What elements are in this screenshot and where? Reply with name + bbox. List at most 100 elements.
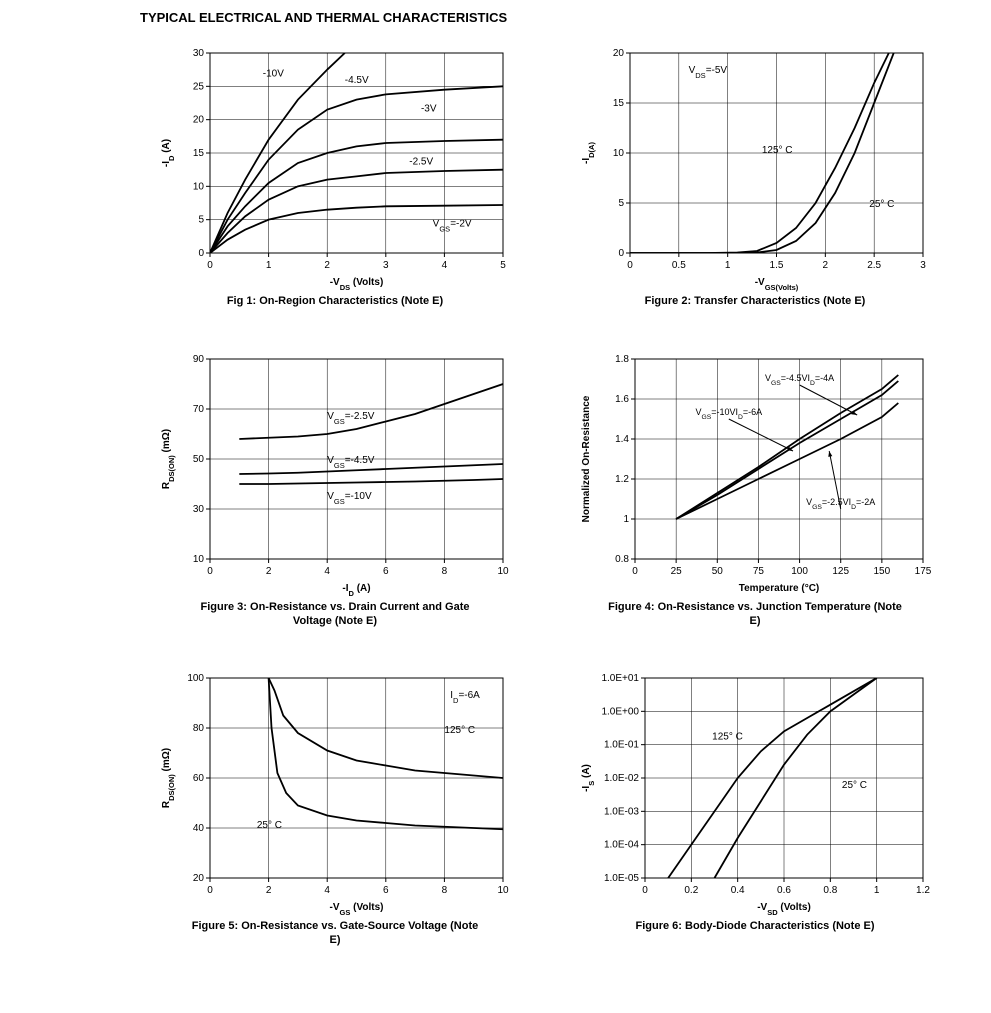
chart-cell-1: 012345051015202530-10V-4.5V-3V-2.5VVGS=-… bbox=[135, 43, 535, 309]
svg-text:0.2: 0.2 bbox=[684, 885, 698, 896]
svg-text:5: 5 bbox=[198, 215, 204, 226]
svg-text:8: 8 bbox=[442, 885, 448, 896]
svg-text:125: 125 bbox=[832, 566, 849, 577]
chart-cell-4: 02550751001251501750.811.21.41.61.8VGS=-… bbox=[555, 349, 955, 629]
svg-text:-2.5V: -2.5V bbox=[409, 156, 433, 167]
svg-text:VDS=-5V: VDS=-5V bbox=[689, 65, 728, 80]
svg-text:0.8: 0.8 bbox=[823, 885, 837, 896]
figure-5: 024681020406080100ID=-6A125° C25° C-VGS … bbox=[155, 668, 515, 918]
svg-text:10: 10 bbox=[613, 148, 625, 159]
svg-text:50: 50 bbox=[193, 454, 205, 465]
svg-text:1.2: 1.2 bbox=[916, 885, 930, 896]
svg-text:VGS=-2.5V: VGS=-2.5V bbox=[327, 411, 375, 426]
svg-text:30: 30 bbox=[193, 504, 205, 515]
svg-text:10: 10 bbox=[193, 554, 205, 565]
svg-text:0: 0 bbox=[642, 885, 648, 896]
svg-text:1.5: 1.5 bbox=[770, 260, 784, 271]
svg-text:0: 0 bbox=[207, 885, 213, 896]
svg-text:0: 0 bbox=[207, 260, 213, 271]
charts-grid: 012345051015202530-10V-4.5V-3V-2.5VVGS=-… bbox=[135, 43, 955, 948]
svg-text:RDS(ON) (mΩ): RDS(ON) (mΩ) bbox=[161, 748, 176, 808]
chart-cell-2: 00.511.522.5305101520VDS=-5V125° C25° C-… bbox=[555, 43, 955, 309]
chart-cell-6: 00.20.40.60.811.21.0E-051.0E-041.0E-031.… bbox=[555, 668, 955, 948]
svg-text:150: 150 bbox=[874, 566, 891, 577]
chart-cell-3: 02468101030507090VGS=-2.5VVGS=-4.5VVGS=-… bbox=[135, 349, 535, 629]
figure-2: 00.511.522.5305101520VDS=-5V125° C25° C-… bbox=[575, 43, 935, 293]
svg-text:25: 25 bbox=[671, 566, 683, 577]
svg-text:1: 1 bbox=[874, 885, 880, 896]
svg-text:8: 8 bbox=[442, 566, 448, 577]
svg-text:40: 40 bbox=[193, 823, 205, 834]
svg-text:1.0E-01: 1.0E-01 bbox=[604, 740, 639, 751]
svg-text:0.8: 0.8 bbox=[615, 554, 629, 565]
svg-text:15: 15 bbox=[193, 148, 205, 159]
svg-text:5: 5 bbox=[618, 198, 624, 209]
svg-text:20: 20 bbox=[613, 48, 625, 59]
svg-text:75: 75 bbox=[753, 566, 765, 577]
svg-text:-ID (A): -ID (A) bbox=[342, 583, 370, 598]
svg-text:5: 5 bbox=[500, 260, 506, 271]
svg-text:100: 100 bbox=[187, 673, 204, 684]
svg-text:1.4: 1.4 bbox=[615, 434, 629, 445]
svg-text:1.0E-04: 1.0E-04 bbox=[604, 840, 639, 851]
svg-text:-3V: -3V bbox=[421, 104, 437, 115]
svg-text:4: 4 bbox=[324, 885, 330, 896]
svg-text:-IS (A): -IS (A) bbox=[581, 764, 596, 792]
svg-text:25° C: 25° C bbox=[842, 780, 867, 791]
svg-text:10: 10 bbox=[497, 885, 509, 896]
svg-text:25° C: 25° C bbox=[869, 199, 894, 210]
svg-text:-10V: -10V bbox=[263, 68, 284, 79]
svg-text:4: 4 bbox=[442, 260, 448, 271]
caption-5: Figure 5: On-Resistance vs. Gate-Source … bbox=[185, 920, 485, 948]
figure-6: 00.20.40.60.811.21.0E-051.0E-041.0E-031.… bbox=[575, 668, 935, 918]
svg-text:50: 50 bbox=[712, 566, 724, 577]
svg-text:25: 25 bbox=[193, 81, 205, 92]
figure-4: 02550751001251501750.811.21.41.61.8VGS=-… bbox=[575, 349, 935, 599]
svg-text:10: 10 bbox=[193, 181, 205, 192]
svg-text:Normalized On-Resistance: Normalized On-Resistance bbox=[581, 395, 592, 522]
caption-3: Figure 3: On-Resistance vs. Drain Curren… bbox=[185, 601, 485, 629]
svg-text:2: 2 bbox=[324, 260, 330, 271]
svg-text:175: 175 bbox=[915, 566, 932, 577]
svg-text:125° C: 125° C bbox=[712, 732, 743, 743]
svg-text:Temperature (°C): Temperature (°C) bbox=[739, 583, 820, 594]
svg-text:1.0E+01: 1.0E+01 bbox=[601, 673, 639, 684]
svg-text:15: 15 bbox=[613, 98, 625, 109]
svg-text:RDS(ON) (mΩ): RDS(ON) (mΩ) bbox=[161, 429, 176, 489]
figure-3: 02468101030507090VGS=-2.5VVGS=-4.5VVGS=-… bbox=[155, 349, 515, 599]
svg-text:-ID (A): -ID (A) bbox=[161, 139, 176, 167]
svg-text:0: 0 bbox=[632, 566, 638, 577]
svg-text:70: 70 bbox=[193, 404, 205, 415]
figure-1: 012345051015202530-10V-4.5V-3V-2.5VVGS=-… bbox=[155, 43, 515, 293]
svg-text:60: 60 bbox=[193, 773, 205, 784]
svg-text:VGS=-4.5V: VGS=-4.5V bbox=[327, 455, 375, 470]
svg-text:0: 0 bbox=[207, 566, 213, 577]
svg-text:0.5: 0.5 bbox=[672, 260, 686, 271]
svg-text:125° C: 125° C bbox=[762, 145, 793, 156]
svg-text:VGS=-2V: VGS=-2V bbox=[433, 218, 472, 233]
svg-text:1.0E-05: 1.0E-05 bbox=[604, 873, 639, 884]
svg-text:-VGS (Volts): -VGS (Volts) bbox=[330, 902, 384, 917]
svg-text:0: 0 bbox=[198, 248, 204, 259]
svg-text:-4.5V: -4.5V bbox=[345, 75, 369, 86]
svg-text:2: 2 bbox=[266, 566, 272, 577]
svg-text:6: 6 bbox=[383, 566, 389, 577]
svg-text:80: 80 bbox=[193, 723, 205, 734]
svg-text:3: 3 bbox=[383, 260, 389, 271]
svg-text:1.0E-03: 1.0E-03 bbox=[604, 807, 639, 818]
svg-text:4: 4 bbox=[324, 566, 330, 577]
svg-text:0: 0 bbox=[618, 248, 624, 259]
svg-text:-VSD (Volts): -VSD (Volts) bbox=[757, 902, 811, 917]
svg-text:20: 20 bbox=[193, 115, 205, 126]
svg-text:100: 100 bbox=[791, 566, 808, 577]
section-title: TYPICAL ELECTRICAL AND THERMAL CHARACTER… bbox=[140, 10, 991, 25]
caption-4: Figure 4: On-Resistance vs. Junction Tem… bbox=[605, 601, 905, 629]
svg-text:-VGS(Volts): -VGS(Volts) bbox=[755, 277, 799, 292]
svg-text:2.5: 2.5 bbox=[867, 260, 881, 271]
svg-text:1.0E-02: 1.0E-02 bbox=[604, 773, 639, 784]
svg-text:2: 2 bbox=[823, 260, 829, 271]
svg-text:0.6: 0.6 bbox=[777, 885, 791, 896]
svg-text:90: 90 bbox=[193, 354, 205, 365]
svg-text:0: 0 bbox=[627, 260, 633, 271]
svg-text:-VDS (Volts): -VDS (Volts) bbox=[330, 277, 384, 292]
